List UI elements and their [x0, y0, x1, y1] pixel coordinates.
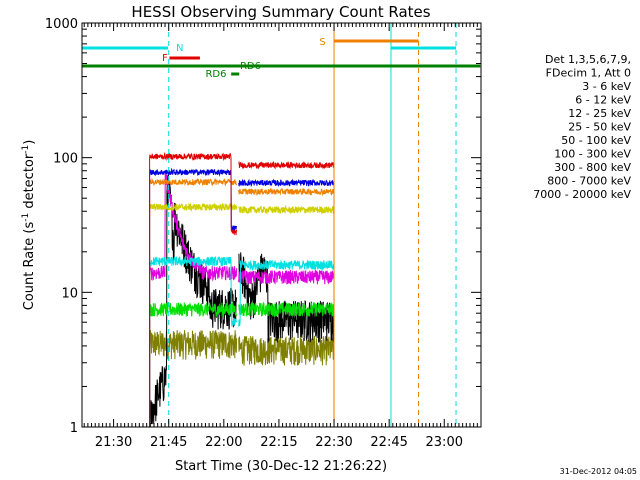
legend-entry: 3 - 6 keV	[582, 80, 631, 93]
legend-header: FDecim 1, Att 0	[546, 67, 631, 80]
flag-label: F	[162, 53, 168, 64]
x-tick-label: 23:00	[426, 435, 463, 450]
chart-title: HESSI Observing Summary Count Rates	[131, 3, 430, 21]
x-tick-label: 21:45	[150, 435, 187, 450]
legend: Det 1,3,5,6,7,9,FDecim 1, Att 03 - 6 keV…	[533, 53, 631, 201]
legend-entry: 12 - 25 keV	[568, 107, 631, 120]
plot-frame	[81, 22, 482, 428]
x-tick-label: 22:30	[315, 435, 352, 450]
legend-entry: 300 - 800 keV	[554, 161, 631, 174]
legend-entry: 50 - 100 keV	[561, 134, 631, 147]
legend-entry: 7000 - 20000 keV	[533, 188, 631, 201]
y-axis-label: Count Rate (s-1 detector-1)	[21, 140, 37, 311]
flag-label: RD6	[205, 69, 226, 80]
y-tick-label: 1000	[45, 17, 78, 32]
x-axis-label: Start Time (30-Dec-12 21:26:22)	[175, 459, 387, 474]
legend-entry: 800 - 7000 keV	[547, 175, 631, 188]
y-tick-label: 100	[53, 152, 78, 167]
flag-label: RD6	[240, 61, 261, 72]
axis-ticks: 21:30 21:45 22:00 22:15 22:30 22:45 23:00 1 10 10…	[45, 17, 482, 450]
series-line-8	[149, 330, 335, 427]
orbit-markers	[81, 23, 457, 427]
series-line-1	[149, 170, 335, 427]
flag-label: N	[176, 43, 183, 54]
x-tick-label: 22:00	[205, 435, 242, 450]
timestamp: 31-Dec-2012 04:05	[560, 467, 637, 476]
legend-header: Det 1,3,5,6,7,9,	[545, 53, 631, 66]
series-line-7	[149, 177, 335, 427]
legend-entry: 6 - 12 keV	[575, 94, 631, 107]
series-line-2	[149, 301, 335, 427]
series-line-4	[149, 202, 335, 427]
y-tick-label: 1	[70, 421, 78, 436]
x-tick-label: 22:45	[370, 435, 407, 450]
x-tick-label: 21:30	[95, 435, 132, 450]
flag-bars: NF RD6 RD6 S	[82, 37, 481, 80]
legend-entry: 25 - 50 keV	[568, 121, 631, 134]
legend-entry: 100 - 300 keV	[554, 148, 631, 161]
x-tick-label: 22:15	[260, 435, 297, 450]
series-traces	[149, 151, 335, 427]
y-tick-label: 10	[61, 286, 78, 301]
series-line-6	[149, 167, 335, 427]
flag-label: S	[319, 37, 325, 48]
series-line-3	[149, 255, 335, 427]
series-line-5	[149, 151, 335, 427]
